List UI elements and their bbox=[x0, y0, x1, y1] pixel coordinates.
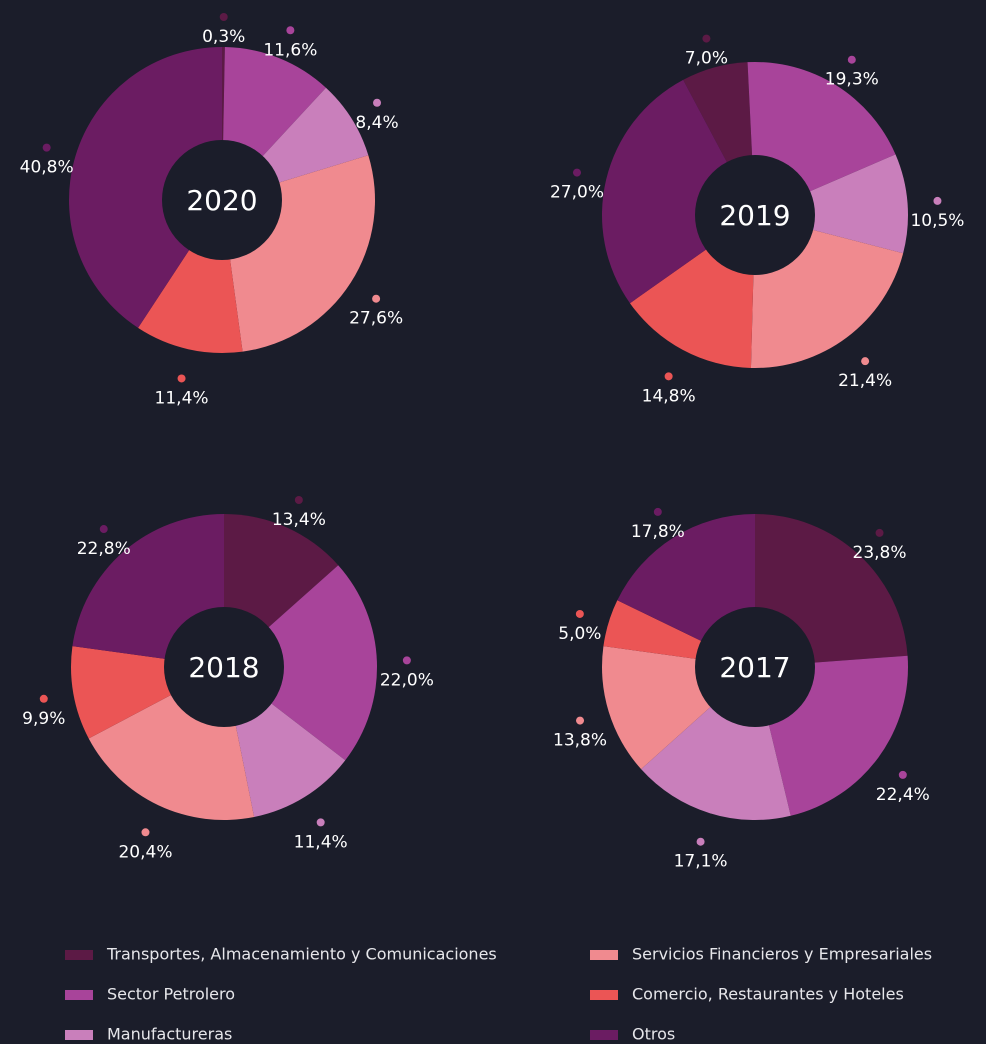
legend-label: Servicios Financieros y Empresariales bbox=[632, 945, 932, 964]
chart-title: 2017 bbox=[719, 651, 790, 684]
label-dot bbox=[402, 656, 411, 665]
value-label: 7,0% bbox=[685, 49, 728, 69]
value-label: 0,3% bbox=[202, 27, 245, 47]
label-dot bbox=[861, 357, 870, 366]
label-dot bbox=[572, 168, 581, 177]
label-dot bbox=[696, 837, 705, 846]
label-dot bbox=[373, 98, 382, 107]
value-label: 22,8% bbox=[77, 539, 131, 559]
label-dot bbox=[372, 294, 381, 303]
value-label: 17,1% bbox=[674, 852, 728, 872]
label-dot bbox=[933, 196, 942, 205]
legend-swatch bbox=[65, 990, 93, 1000]
value-label: 11,6% bbox=[263, 40, 317, 60]
label-dot bbox=[316, 818, 325, 827]
value-label: 9,9% bbox=[22, 709, 65, 729]
value-label: 22,0% bbox=[380, 670, 434, 690]
slice bbox=[224, 565, 377, 761]
label-dot bbox=[653, 507, 662, 516]
label-dot bbox=[702, 34, 711, 43]
value-label: 5,0% bbox=[558, 624, 601, 644]
value-label: 27,0% bbox=[550, 183, 604, 203]
value-label: 20,4% bbox=[118, 842, 172, 862]
legend-swatch bbox=[65, 950, 93, 960]
label-dot bbox=[898, 770, 907, 779]
legend-label: Manufactureras bbox=[107, 1025, 232, 1044]
value-label: 27,6% bbox=[349, 309, 403, 329]
chart-title: 2018 bbox=[188, 651, 259, 684]
label-dot bbox=[286, 26, 295, 35]
label-dot bbox=[294, 496, 303, 505]
legend-swatch bbox=[590, 950, 618, 960]
legend-label: Sector Petrolero bbox=[107, 985, 235, 1004]
legend-label: Comercio, Restaurantes y Hoteles bbox=[632, 985, 904, 1004]
value-label: 10,5% bbox=[910, 211, 964, 231]
legend-swatch bbox=[590, 990, 618, 1000]
donut-hole bbox=[695, 607, 815, 727]
label-dot bbox=[141, 828, 150, 837]
legend-label: Otros bbox=[632, 1025, 675, 1044]
value-label: 22,4% bbox=[876, 785, 930, 805]
legend-swatch bbox=[590, 1030, 618, 1040]
donut-hole bbox=[162, 140, 282, 260]
value-label: 23,8% bbox=[853, 543, 907, 563]
label-dot bbox=[664, 372, 673, 381]
legend-swatch bbox=[65, 1030, 93, 1040]
value-label: 11,4% bbox=[294, 832, 348, 852]
label-dot bbox=[99, 525, 108, 534]
slice bbox=[69, 46, 222, 328]
value-label: 21,4% bbox=[838, 371, 892, 391]
legend-label: Transportes, Almacenamiento y Comunicaci… bbox=[106, 945, 497, 964]
value-label: 40,8% bbox=[20, 158, 74, 178]
label-dot bbox=[219, 13, 228, 22]
value-label: 11,4% bbox=[155, 388, 209, 408]
value-label: 8,4% bbox=[355, 113, 398, 133]
slice bbox=[755, 154, 908, 254]
value-label: 14,8% bbox=[642, 386, 696, 406]
slice bbox=[602, 79, 755, 304]
value-label: 13,8% bbox=[553, 731, 607, 751]
donut-hole bbox=[164, 607, 284, 727]
donut-hole bbox=[695, 155, 815, 275]
label-dot bbox=[576, 716, 585, 725]
label-dot bbox=[39, 694, 48, 703]
value-label: 19,3% bbox=[825, 70, 879, 90]
chart-title: 2019 bbox=[719, 199, 790, 232]
label-dot bbox=[575, 609, 584, 618]
label-dot bbox=[875, 528, 884, 537]
label-dot bbox=[177, 374, 186, 383]
value-label: 13,4% bbox=[272, 510, 326, 530]
label-dot bbox=[42, 143, 51, 152]
chart-title: 2020 bbox=[186, 184, 257, 217]
value-label: 17,8% bbox=[631, 522, 685, 542]
label-dot bbox=[847, 55, 856, 64]
